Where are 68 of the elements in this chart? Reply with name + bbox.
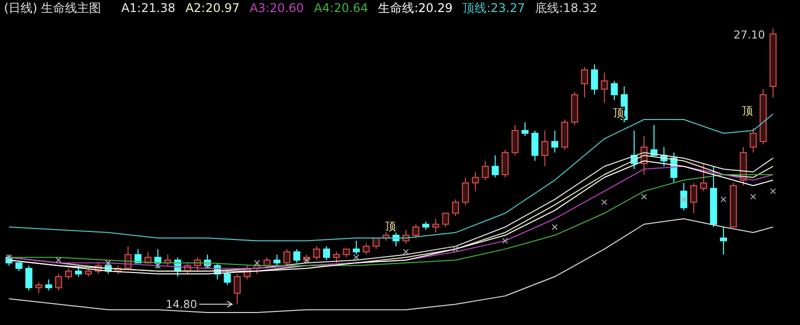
point [641, 194, 648, 200]
point [552, 224, 558, 230]
candlestick [720, 226, 727, 256]
point [750, 194, 756, 200]
candlestick [332, 251, 340, 264]
point [56, 257, 62, 264]
candlestick [55, 273, 62, 291]
candlestick [492, 154, 499, 178]
point [6, 254, 12, 260]
text: 生命线:20.29 [378, 0, 453, 16]
annotation: 顶 [384, 220, 396, 234]
point [254, 260, 260, 266]
annotation: 14.80 [166, 298, 198, 312]
point [502, 238, 508, 244]
candlestick [45, 278, 52, 291]
text: 底线:18.32 [535, 0, 598, 16]
candlestick [323, 246, 330, 261]
candlestick [482, 160, 489, 181]
point [402, 248, 409, 255]
point [720, 196, 726, 202]
candlestick [283, 248, 290, 266]
point [304, 257, 310, 264]
text: A2:20.97 [185, 1, 240, 15]
candlestick [65, 268, 72, 280]
text: 顶线:23.27 [462, 0, 525, 16]
chart-title: (日线) 生命线主图 [4, 0, 102, 16]
candlestick [581, 66, 588, 98]
point [770, 188, 776, 194]
candlestick [35, 282, 42, 294]
candlestick [610, 80, 618, 101]
point [353, 254, 360, 260]
candlestick [412, 224, 420, 239]
candlestick [502, 149, 509, 178]
text: A4:20.64 [314, 1, 368, 15]
candlestick [600, 72, 608, 104]
candlestick [680, 182, 688, 211]
candlestick [541, 130, 548, 167]
candlestick [362, 243, 370, 256]
candlestick [442, 212, 450, 228]
candlestick [293, 248, 300, 264]
candlestick [472, 171, 479, 192]
candlestick [531, 130, 538, 162]
text: A1:21.38 [121, 1, 176, 15]
annotation: 顶 [742, 104, 754, 118]
candlestick [522, 122, 528, 137]
candlestick [462, 176, 469, 206]
candlestick [25, 265, 32, 291]
point [601, 199, 608, 206]
point [204, 262, 210, 269]
candlestick [74, 265, 82, 278]
point [154, 262, 161, 269]
point [452, 246, 458, 252]
text: A3:20.60 [250, 1, 304, 15]
annotation: 27.10 [734, 28, 766, 42]
candlestick [273, 254, 280, 266]
candlestick [750, 127, 757, 154]
candlestick [590, 64, 598, 96]
candlestick [313, 246, 320, 261]
candlestick [224, 270, 231, 286]
candlestick [134, 248, 142, 264]
candlestick [452, 198, 460, 216]
point [105, 260, 112, 266]
candlestick [700, 163, 708, 192]
candlestick [512, 124, 519, 156]
candlestick [432, 218, 440, 234]
candlestick [690, 182, 698, 214]
candlestick [551, 130, 558, 154]
candlestick [234, 273, 241, 305]
